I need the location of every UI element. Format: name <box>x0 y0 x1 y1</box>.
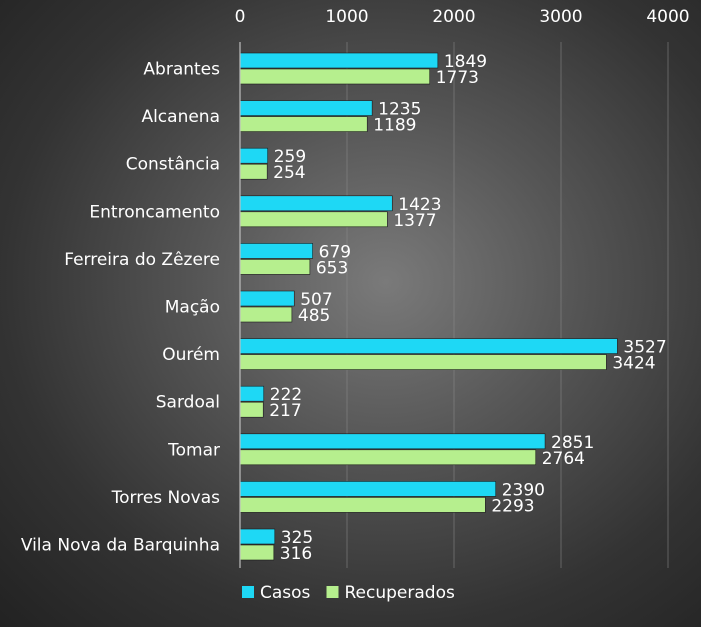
data-label: 1377 <box>393 211 436 231</box>
legend-swatch-recuperados <box>326 586 339 598</box>
category-label: Tomar <box>167 440 220 460</box>
bar-recuperados-constancia <box>239 163 268 180</box>
category-label: Ferreira do Zêzere <box>64 250 220 270</box>
bar-recuperados-vila-nova-da-barquinha <box>239 544 275 561</box>
data-label: 316 <box>280 544 312 564</box>
bar-casos-alcanena <box>239 100 373 116</box>
bar-recuperados-tomar <box>239 449 537 466</box>
bar-casos-tomar <box>239 433 546 450</box>
x-tick-label: 3000 <box>539 7 582 27</box>
data-label: 1423 <box>398 195 441 215</box>
data-label: 2764 <box>542 449 585 469</box>
bar-recuperados-entroncamento <box>239 211 388 228</box>
bar-recuperados-ourem <box>239 354 607 370</box>
legend: Casos Recuperados <box>242 583 455 603</box>
data-label: 325 <box>281 528 313 548</box>
bar-recuperados-abrantes <box>239 68 431 85</box>
data-label: 1235 <box>378 100 421 120</box>
data-label: 1189 <box>373 116 416 136</box>
axis: 0 1000 2000 3000 4000 <box>235 7 690 568</box>
category-label: Vila Nova da Barquinha <box>21 536 220 556</box>
bar-casos-macao <box>239 290 295 307</box>
category-label: Torres Novas <box>111 488 221 508</box>
data-label: 222 <box>270 385 302 405</box>
bar-casos-sardoal <box>239 385 265 402</box>
data-label: 2293 <box>491 496 534 516</box>
bar-casos-entroncamento <box>239 195 393 212</box>
data-label: 507 <box>300 290 332 310</box>
bar-recuperados-ferreira-do-zezere <box>239 259 311 275</box>
data-label: 2851 <box>551 433 594 453</box>
bar-casos-constancia <box>239 147 269 164</box>
bar-casos-ferreira-do-zezere <box>239 243 313 259</box>
data-label: 2390 <box>502 480 545 500</box>
data-label: 3527 <box>623 338 666 358</box>
bars <box>239 52 618 561</box>
category-label: Ourém <box>162 345 220 365</box>
category-label: Sardoal <box>156 393 220 413</box>
bar-recuperados-alcanena <box>239 116 368 132</box>
data-label: 1773 <box>436 68 479 88</box>
gridlines <box>346 42 669 568</box>
data-label: 485 <box>298 306 330 326</box>
bar-casos-vila-nova-da-barquinha <box>239 528 276 545</box>
data-label: 3424 <box>612 354 655 374</box>
bar-casos-ourem <box>239 338 618 354</box>
category-label: Abrantes <box>143 60 220 80</box>
legend-label-recuperados: Recuperados <box>345 583 455 603</box>
legend-label-casos: Casos <box>260 583 311 603</box>
data-label: 653 <box>316 258 348 278</box>
legend-swatch-casos <box>242 586 254 598</box>
x-tick-label: 4000 <box>646 7 689 27</box>
data-label: 254 <box>273 163 305 183</box>
data-label: 679 <box>319 242 351 262</box>
bar-recuperados-torres-novas <box>239 497 486 513</box>
bar-casos-torres-novas <box>239 481 497 497</box>
x-tick-label: 1000 <box>325 7 368 27</box>
data-label: 259 <box>274 147 306 167</box>
x-tick-label: 0 <box>235 7 246 27</box>
bar-casos-abrantes <box>239 52 439 69</box>
category-label: Alcanena <box>141 107 220 127</box>
bar-recuperados-macao <box>239 306 293 323</box>
category-label: Entroncamento <box>89 202 220 222</box>
category-label: Mação <box>165 298 220 318</box>
bar-recuperados-sardoal <box>239 401 264 418</box>
data-label: 1849 <box>444 52 487 72</box>
data-label: 217 <box>269 401 301 421</box>
x-tick-label: 2000 <box>432 7 475 27</box>
category-label: Constância <box>126 155 220 175</box>
